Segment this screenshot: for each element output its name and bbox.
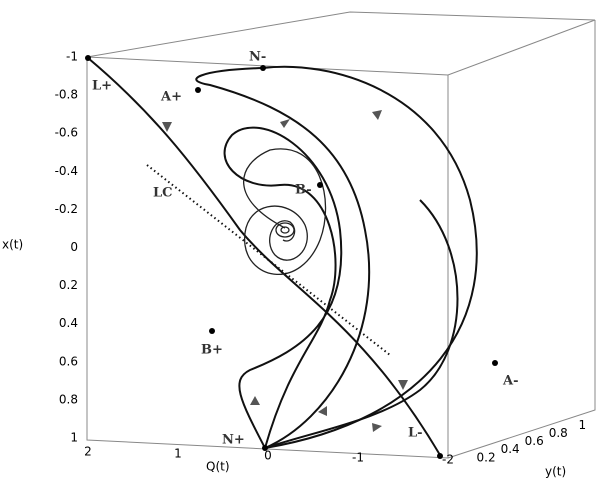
point [260,65,266,71]
x-tick-label: 0.8 [59,392,78,406]
spiral [243,148,327,276]
x-tick-label: -0.4 [55,164,78,178]
x-tick-label: 0.2 [59,278,78,292]
point-label: B+ [201,343,223,358]
point [437,453,443,459]
x-tick-label: 0 [70,240,78,254]
limit-cycle [146,164,391,356]
x-tick-label: -0.8 [55,88,78,102]
point-label: N+ [222,433,245,448]
point-label: L+ [92,79,112,94]
arrow [398,380,408,390]
spiral [275,222,295,238]
point [209,328,215,334]
axis-label: Q(t) [206,460,230,474]
axis-ticks: -1-0.8-0.6-0.4-0.200.20.40.60.812 1 0 -1 -2 0… [55,50,587,467]
q-tick-label: -2 [442,453,454,467]
spiral [280,226,290,234]
point-labels: L+ N- A+ B- LC B+ A- N+ L- [92,50,518,448]
right-edges [447,20,596,459]
y-tick-label: 0.2 [477,450,496,464]
trajectory [87,57,441,456]
point-label: N- [249,50,266,65]
x-tick-label: 1 [70,431,78,445]
y-tick-label: 0.8 [549,426,568,440]
arrow [372,423,382,432]
arrow [162,122,172,132]
trajectories [87,57,478,456]
x-tick-label: 0.6 [59,354,78,368]
q-tick-label: 2 [84,445,92,459]
top-face [86,11,596,76]
point [85,55,91,61]
trajectory [223,126,343,449]
arrows [162,110,408,432]
point-label: A+ [160,90,182,105]
point-label: L- [408,426,423,441]
x-tick-label: 0.4 [59,316,78,330]
arrow [280,119,290,128]
x-tick-label: -1 [66,50,78,64]
trajectory [195,67,371,449]
q-tick-label: 1 [174,447,182,461]
arrow [318,406,327,416]
trajectory [264,199,459,449]
y-tick-label: 1 [579,418,587,432]
point-label: LC [153,186,173,201]
y-tick-label: 0.6 [525,434,544,448]
fixed-points [85,55,498,459]
x-tick-label: -0.6 [55,126,78,140]
point-label: B- [295,183,312,198]
y-tick-label: 0.4 [501,442,520,456]
point [262,445,268,451]
q-tick-label: -1 [352,451,364,465]
front-edges [86,57,449,459]
arrow [372,110,382,120]
arrow [250,396,260,405]
x-tick-label: -0.2 [55,202,78,216]
point [317,182,323,188]
q-tick-label: 0 [264,449,272,463]
point [492,360,498,366]
axis-label: y(t) [545,465,566,479]
trajectory [262,65,478,449]
axis-label: x(t) [2,238,23,252]
point-label: A- [502,374,518,389]
point [195,87,201,93]
